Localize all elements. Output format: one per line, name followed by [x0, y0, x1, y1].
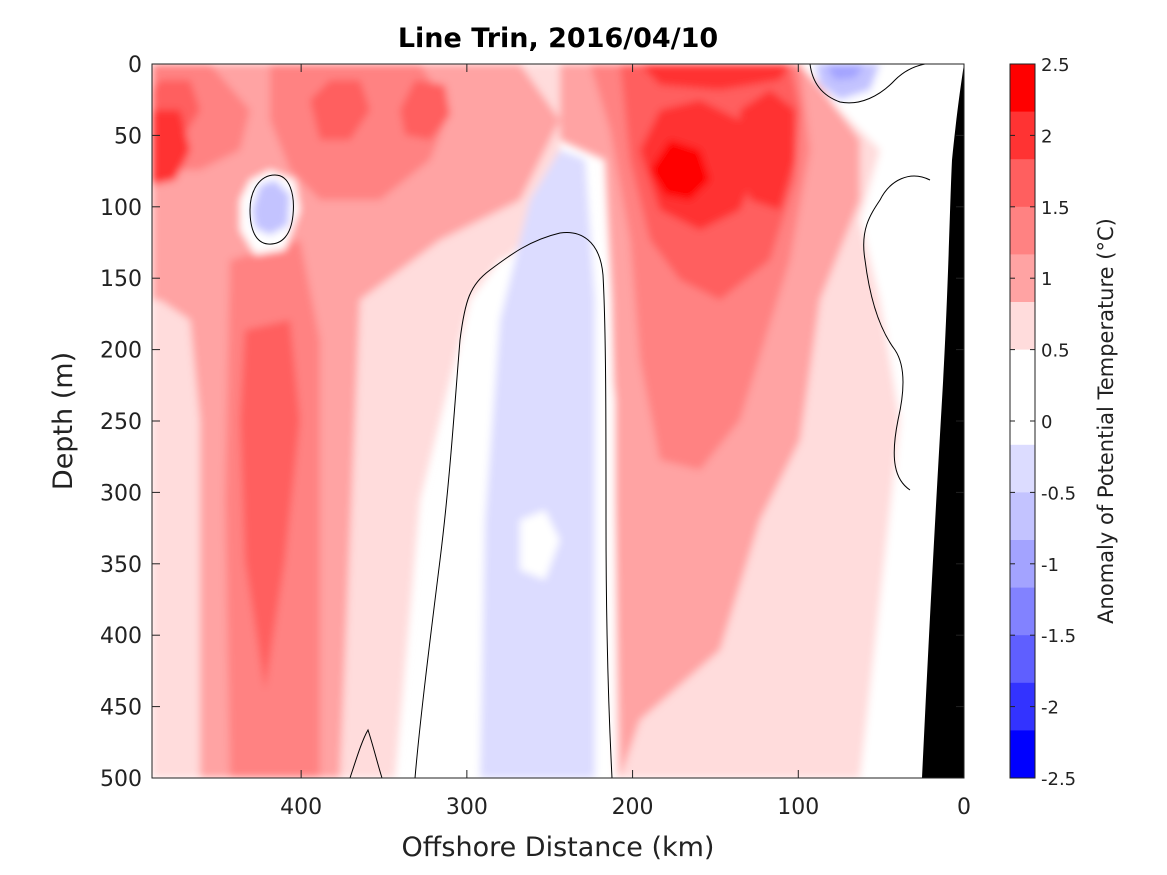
colorbar-tick-label: -2.5: [1041, 769, 1076, 790]
x-tick-label: 300: [446, 795, 488, 820]
colorbar-tick-label: -1.5: [1041, 626, 1076, 647]
region-peak-east: [650, 140, 710, 200]
y-tick-label: 250: [100, 410, 142, 435]
y-axis: 0 50 100 150 200 250 300 350 400 450 500: [100, 53, 964, 792]
colorbar-swatch: [1010, 635, 1035, 684]
colorbar-swatch: [1010, 587, 1035, 636]
y-tick-label: 400: [100, 624, 142, 649]
x-tick-label: 400: [280, 795, 322, 820]
region-hot-surface: [640, 64, 790, 90]
y-tick-label: 50: [114, 124, 142, 149]
anomaly-field: [152, 64, 930, 778]
colorbar-title: Anomaly of Potential Temperature (°C): [1094, 218, 1118, 624]
contour-zero-eddy: [249, 174, 294, 245]
contour-zero-surface: [809, 64, 926, 104]
region-red-band-core-2: [400, 80, 450, 140]
y-axis-title: Depth (m): [48, 352, 79, 490]
x-tick-label: 200: [612, 795, 654, 820]
colorbar-tick-label: 0: [1041, 412, 1052, 433]
colorbar: 2.5 2 1.5 1 0.5 0 -0.5 -1 -1.5 -2 -2.5: [1009, 55, 1076, 790]
contour-zero-core: [414, 231, 613, 778]
colorbar-tick-label: 1: [1041, 269, 1052, 290]
colorbar-swatch: [1010, 159, 1035, 208]
y-tick-label: 450: [100, 696, 142, 721]
y-tick-label: 300: [100, 481, 142, 506]
colorbar-swatch: [1010, 444, 1035, 493]
region-hot-west: [152, 110, 190, 185]
x-tick-label: 100: [777, 795, 819, 820]
colorbar-swatch: [1010, 64, 1035, 113]
colorbar-tick-label: -2: [1041, 698, 1059, 719]
region-red-band-core-1: [310, 80, 370, 140]
colorbar-swatch: [1010, 302, 1035, 351]
colorbar-tick-label: -0.5: [1041, 483, 1076, 504]
y-tick-label: 100: [100, 196, 142, 221]
colorbar-tick-label: 2.5: [1041, 55, 1070, 76]
colorbar-swatch: [1010, 730, 1035, 779]
x-tick-label: 0: [957, 795, 971, 820]
region-cold-eddy-west: [252, 180, 290, 235]
bathymetry: [922, 64, 964, 778]
region-white-notch: [520, 510, 560, 580]
region-zero-nearshore: [800, 64, 930, 778]
contour-zero-seabed-west: [349, 728, 383, 778]
colorbar-swatch: [1010, 349, 1035, 398]
region-red-column-core: [240, 320, 300, 690]
region-colder-surface: [825, 64, 865, 80]
contour-zero-nearshore: [863, 175, 931, 491]
colorbar-swatch: [1010, 492, 1035, 541]
colorbar-tick-label: 2: [1041, 126, 1052, 147]
colorbar-tick-label: -1: [1041, 555, 1059, 576]
y-tick-label: 0: [128, 53, 142, 78]
y-tick-label: 200: [100, 339, 142, 364]
region-hot-east-2: [740, 90, 795, 210]
plot-area: [152, 64, 964, 778]
y-tick-label: 500: [100, 767, 142, 792]
colorbar-tick-label: 1.5: [1041, 198, 1070, 219]
chart-title: Line Trin, 2016/04/10: [398, 23, 718, 54]
y-tick-label: 350: [100, 553, 142, 578]
region-cold-core: [480, 150, 595, 778]
x-axis-title: Offshore Distance (km): [402, 832, 715, 863]
colorbar-tick-label: 0.5: [1041, 341, 1070, 362]
colorbar-swatch: [1010, 206, 1035, 255]
zero-contours: [249, 64, 931, 778]
y-tick-label: 150: [100, 267, 142, 292]
x-axis: 400 300 200 100 0: [280, 64, 971, 820]
